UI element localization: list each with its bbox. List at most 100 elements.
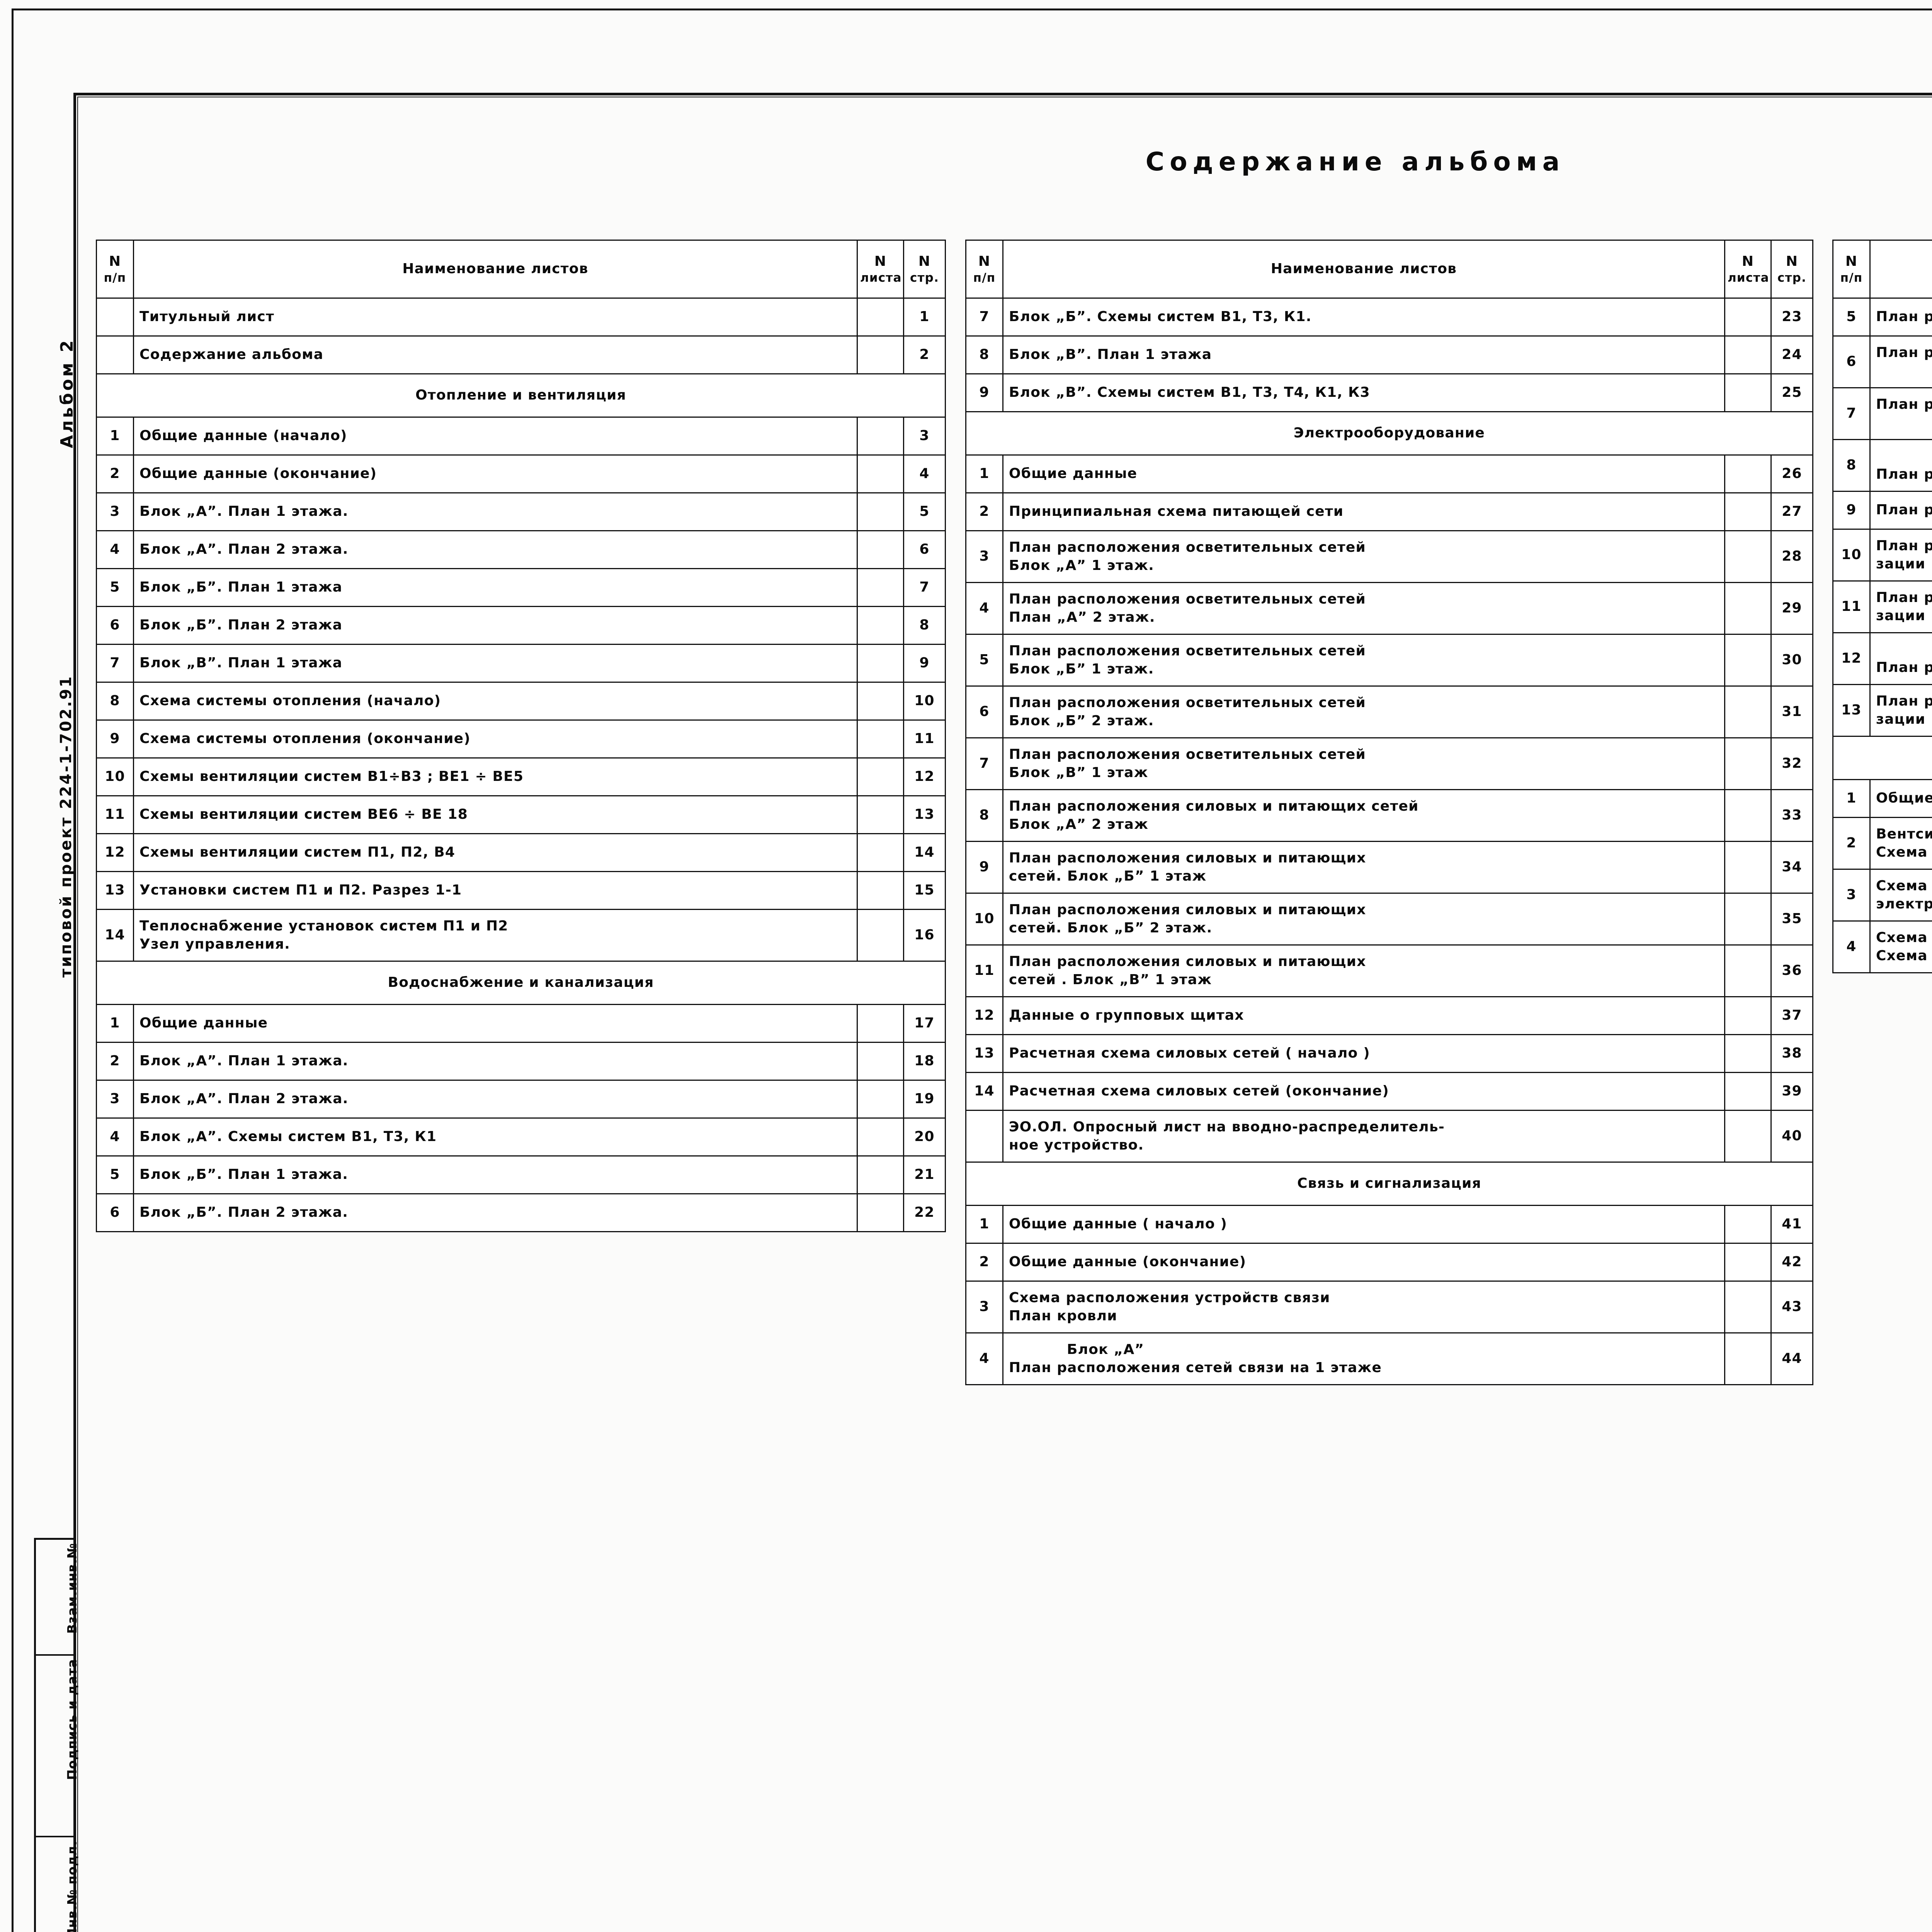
toc-row: 12Блок „В”План расположения сетей связи … <box>1832 632 1932 685</box>
toc-row-title-line2: Схема автоматизации. <box>1876 844 1932 860</box>
toc-row: 6 План расположения сетей пожарной сигнал… <box>1832 335 1932 388</box>
toc-row-title: Блок „Б”. Схемы систем В1, Т3, К1. <box>1002 298 1725 337</box>
toc-row-page: 4 <box>903 454 946 493</box>
toc-row-sheet <box>1724 1205 1772 1244</box>
toc-row-page: 39 <box>1770 1072 1813 1111</box>
toc-row-title-line1: Блок „А” <box>1067 1342 1145 1358</box>
toc-row-page: 19 <box>903 1080 946 1119</box>
toc-row-page: 10 <box>903 682 946 721</box>
toc-row-page: 33 <box>1770 789 1813 842</box>
toc-row: 4 Блок „А” План расположения сетей связи н… <box>965 1332 1813 1385</box>
toc-row-sheet <box>857 454 904 493</box>
toc-row-page: 2 <box>903 335 946 374</box>
toc-row-title: Содержание альбома <box>133 335 858 374</box>
toc-row-sheet <box>1724 1243 1772 1282</box>
toc-row-number: 4 <box>965 1332 1003 1385</box>
toc-row-title: Блок „А”. План 1 этажа. <box>133 492 858 531</box>
toc-row-page: 26 <box>1770 454 1813 493</box>
toc-section-row: Электрооборудование <box>965 411 1813 456</box>
toc-row-page: 11 <box>903 719 946 759</box>
toc-row-number: 6 <box>96 1193 134 1232</box>
toc-row-sheet <box>1724 634 1772 687</box>
toc-row-title: Схемы вентиляции систем ВЕ6 ÷ ВЕ 18 <box>133 795 858 834</box>
toc-row-title-line1: План расположения сетей связи на 2 этаже <box>1876 502 1932 518</box>
toc-row-sheet <box>857 335 904 374</box>
toc-row-number: 5 <box>96 568 134 607</box>
sheet-outer-frame <box>12 9 1932 1932</box>
toc-row-number: 1 <box>1832 779 1871 818</box>
toc-row-title: Блок „Б”. План 2 этажа <box>133 606 858 645</box>
toc-row-sheet <box>857 1193 904 1232</box>
toc-row-number: 7 <box>96 644 134 683</box>
toc-row-number: 11 <box>1832 580 1871 633</box>
stamp-cell-vzam: Взам.инв.№ <box>36 1540 80 1656</box>
page-title: Содержание альбома <box>1145 147 1565 177</box>
toc-row: 9 План расположения силовых и питающих сет… <box>965 841 1813 894</box>
toc-row-title: Общие данные (начало) <box>133 417 858 456</box>
toc-row-number <box>96 335 134 374</box>
toc-row-sheet <box>857 1004 904 1043</box>
toc-row-page: 20 <box>903 1117 946 1156</box>
toc-row-sheet <box>1724 737 1772 790</box>
header-name-3: Наименование листов <box>1869 240 1932 299</box>
toc-row-page: 28 <box>1770 530 1813 583</box>
toc-row-title-line2: зации на 2 этаже <box>1876 607 1932 624</box>
margin-project-label: типовой проект 224-1-702.91 <box>57 675 75 978</box>
toc-row: 6 План расположения осветительных сетей Бл… <box>965 685 1813 738</box>
toc-row-sheet <box>1724 996 1772 1035</box>
toc-row-number: 8 <box>965 789 1003 842</box>
toc-row-page: 5 <box>903 492 946 531</box>
toc-row-title-line1: Блок „Б”. План 1 этажа. <box>139 1167 349 1183</box>
toc-row-title: ЭО.ОЛ. Опросный лист на вводно-распредел… <box>1002 1110 1725 1163</box>
toc-row-title: Блок „В”. Схемы систем В1, Т3, Т4, К1, К… <box>1002 373 1725 412</box>
toc-row-title: Блок „А”. План 2 этажа. <box>133 530 858 569</box>
toc-row: 2Вентсистема П1.Схема автоматизации.55 <box>1832 817 1932 870</box>
toc-row: 13 Расчетная схема силовых сетей ( начало… <box>965 1034 1813 1073</box>
toc-row-title: План расположения осветительных сетей Пла… <box>1002 582 1725 635</box>
toc-row: 13 Установки систем П1 и П2. Разрез 1-1 15 <box>96 871 946 910</box>
toc-row-title-line1: Расчетная схема силовых сетей (окончание… <box>1009 1083 1389 1099</box>
toc-row: 2 Принципиальная схема питающей сети 27 <box>965 492 1813 531</box>
toc-row: 12 Схемы вентиляции систем П1, П2, В4 14 <box>96 833 946 872</box>
toc-section-row: Автоматика вентиляции <box>1832 736 1932 780</box>
toc-row: 13 План расположения сетей пожарной сигна… <box>1832 684 1932 737</box>
toc-row-number <box>96 298 134 337</box>
toc-row-title-line2: План „А” 2 этаж. <box>1009 609 1155 625</box>
toc-row: 1 Общие данные (начало) 3 <box>96 417 946 456</box>
toc-row-title: Схемы вентиляции систем П1, П2, В4 <box>133 833 858 872</box>
toc-row-title-line1: Блок „А”. План 2 этажа. <box>139 1091 349 1107</box>
toc-section-title: Связь и сигнализация <box>965 1162 1813 1206</box>
toc-row-title-line1: Блок „А”. Схемы систем В1, Т3, К1 <box>139 1129 437 1145</box>
toc-row-title: План расположения осветительных сетей Бло… <box>1002 685 1725 738</box>
toc-row-title-line1: Титульный лист <box>139 309 275 325</box>
toc-row-title-line1: Общие данные <box>1876 790 1932 806</box>
toc-row-page: 36 <box>1770 944 1813 997</box>
toc-row-title-line1: План расположения сетей пожарной сигнали… <box>1876 396 1932 413</box>
toc-row-sheet <box>857 871 904 910</box>
toc-row: 6 Блок „Б”. План 2 этажа. 22 <box>96 1193 946 1232</box>
toc-row-number: 3 <box>965 530 1003 583</box>
toc-row: 11 План расположения сетей пожарной сигна… <box>1832 580 1932 633</box>
toc-row-title-line1: План расположения осветительных сетей <box>1009 695 1366 711</box>
toc-row-title-line1: Блок „Б” <box>1876 447 1932 465</box>
toc-row-number: 5 <box>1832 298 1871 337</box>
toc-row-page: 12 <box>903 757 946 796</box>
toc-row-title: Схемы вентиляции систем В1÷В3 ; ВЕ1 ÷ ВЕ… <box>133 757 858 796</box>
toc-row-title-line1: Общие данные ( начало ) <box>1009 1216 1228 1232</box>
toc-row-number: 11 <box>965 944 1003 997</box>
toc-row-number: 1 <box>96 417 134 456</box>
toc-row: 7 План расположения сетей пожарной сигнал… <box>1832 387 1932 440</box>
toc-row: 4 Блок „А”. План 2 этажа. 6 <box>96 530 946 569</box>
toc-row-number: 6 <box>96 606 134 645</box>
toc-row-title-line1: Блок „А”. План 2 этажа. <box>139 541 349 558</box>
toc-row-title: Блок „В”. План 1 этажа <box>1002 335 1725 374</box>
toc-row-number: 9 <box>96 719 134 759</box>
toc-row: 10 План расположения сетей пожарной сигна… <box>1832 529 1932 582</box>
toc-row-page: 41 <box>1770 1205 1813 1244</box>
toc-row-title: Общие данные ( начало ) <box>1002 1205 1725 1244</box>
